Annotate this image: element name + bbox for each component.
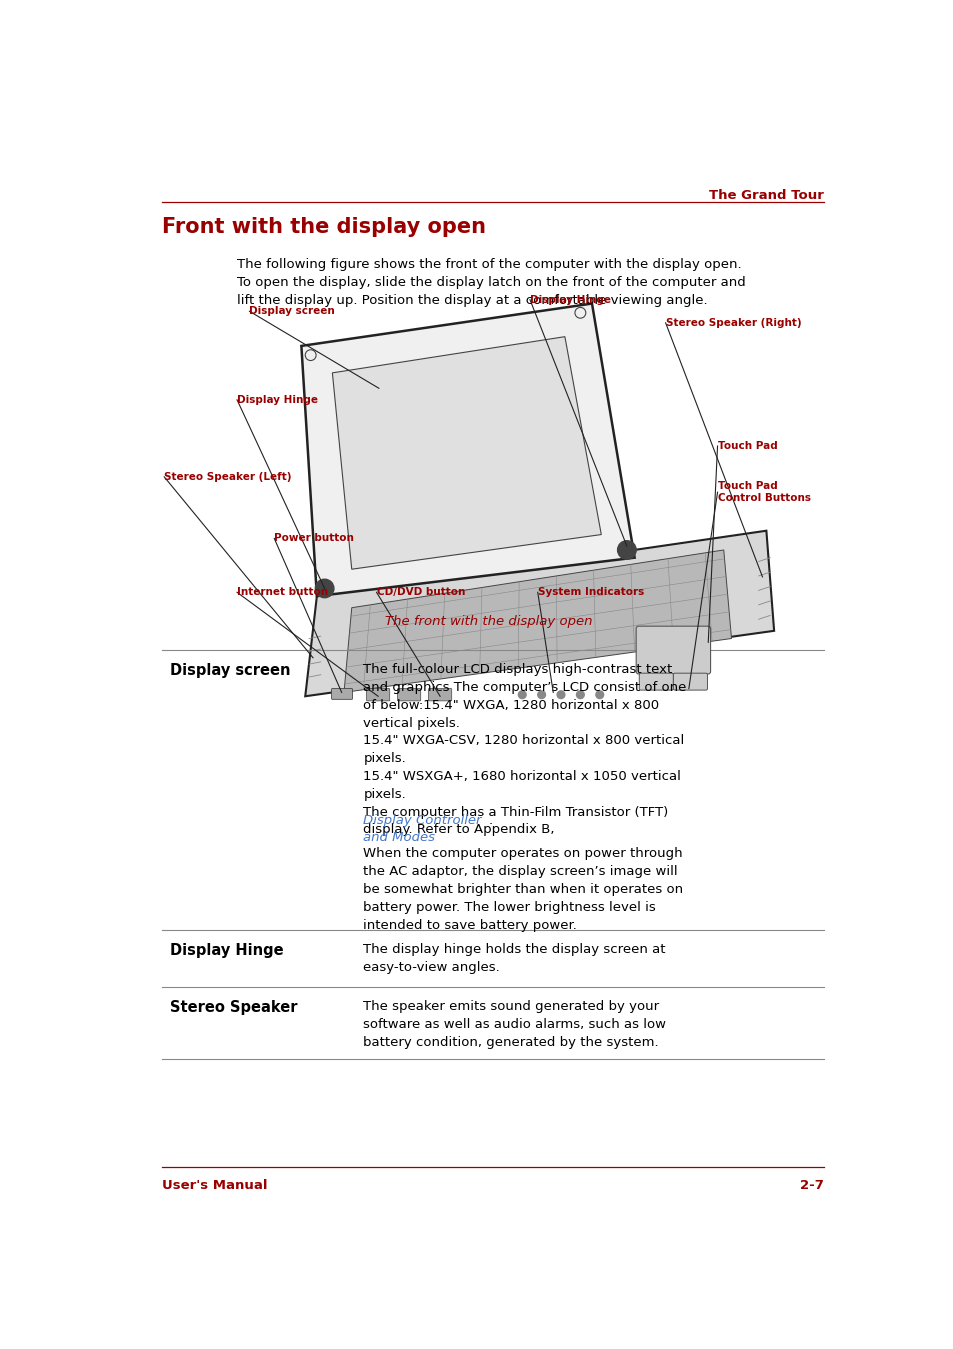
FancyBboxPatch shape [332,688,353,699]
Circle shape [596,691,603,699]
Text: The following figure shows the front of the computer with the display open.
To o: The following figure shows the front of … [236,258,745,308]
Text: Stereo Speaker (Right): Stereo Speaker (Right) [665,318,801,328]
Polygon shape [344,550,731,692]
FancyBboxPatch shape [639,673,673,691]
Text: Touch Pad
Control Buttons: Touch Pad Control Buttons [717,482,810,503]
Text: The speaker emits sound generated by your
software as well as audio alarms, such: The speaker emits sound generated by you… [363,1001,666,1050]
Text: Stereo Speaker: Stereo Speaker [170,1001,296,1016]
Text: System Indicators: System Indicators [537,587,643,598]
Circle shape [517,691,525,699]
Circle shape [557,691,564,699]
FancyBboxPatch shape [397,688,420,701]
Text: When the computer operates on power through
the AC adaptor, the display screen’s: When the computer operates on power thro… [363,847,682,932]
Text: Front with the display open: Front with the display open [162,217,485,237]
FancyBboxPatch shape [366,688,390,701]
Text: Touch Pad: Touch Pad [717,441,777,451]
Polygon shape [332,337,600,569]
Text: Display Controller
and Modes: Display Controller and Modes [363,813,481,844]
FancyBboxPatch shape [673,673,707,691]
Text: Display screen: Display screen [249,306,335,316]
Circle shape [537,691,545,699]
Text: Power button: Power button [274,533,354,544]
Text: The display hinge holds the display screen at
easy-to-view angles.: The display hinge holds the display scre… [363,943,665,974]
Circle shape [617,541,636,560]
Text: Display Hinge: Display Hinge [530,294,610,305]
Text: Display screen: Display screen [170,664,290,679]
Text: CD/DVD button: CD/DVD button [376,587,464,598]
Text: Display Hinge: Display Hinge [170,943,283,958]
Text: Internet button: Internet button [236,587,328,598]
Polygon shape [301,304,634,596]
Text: 2-7: 2-7 [799,1179,822,1193]
Text: Display Hinge: Display Hinge [236,395,317,405]
Circle shape [315,579,334,598]
Text: The Grand Tour: The Grand Tour [708,189,822,202]
Text: Stereo Speaker (Left): Stereo Speaker (Left) [164,472,292,482]
Text: The front with the display open: The front with the display open [385,615,592,629]
Text: .: . [488,813,493,827]
Circle shape [576,691,583,699]
FancyBboxPatch shape [428,688,452,701]
FancyBboxPatch shape [636,626,710,674]
Polygon shape [305,530,773,696]
Text: The full-colour LCD displays high-contrast text
and graphics The computer’s LCD : The full-colour LCD displays high-contra… [363,664,686,836]
Text: User's Manual: User's Manual [162,1179,267,1193]
